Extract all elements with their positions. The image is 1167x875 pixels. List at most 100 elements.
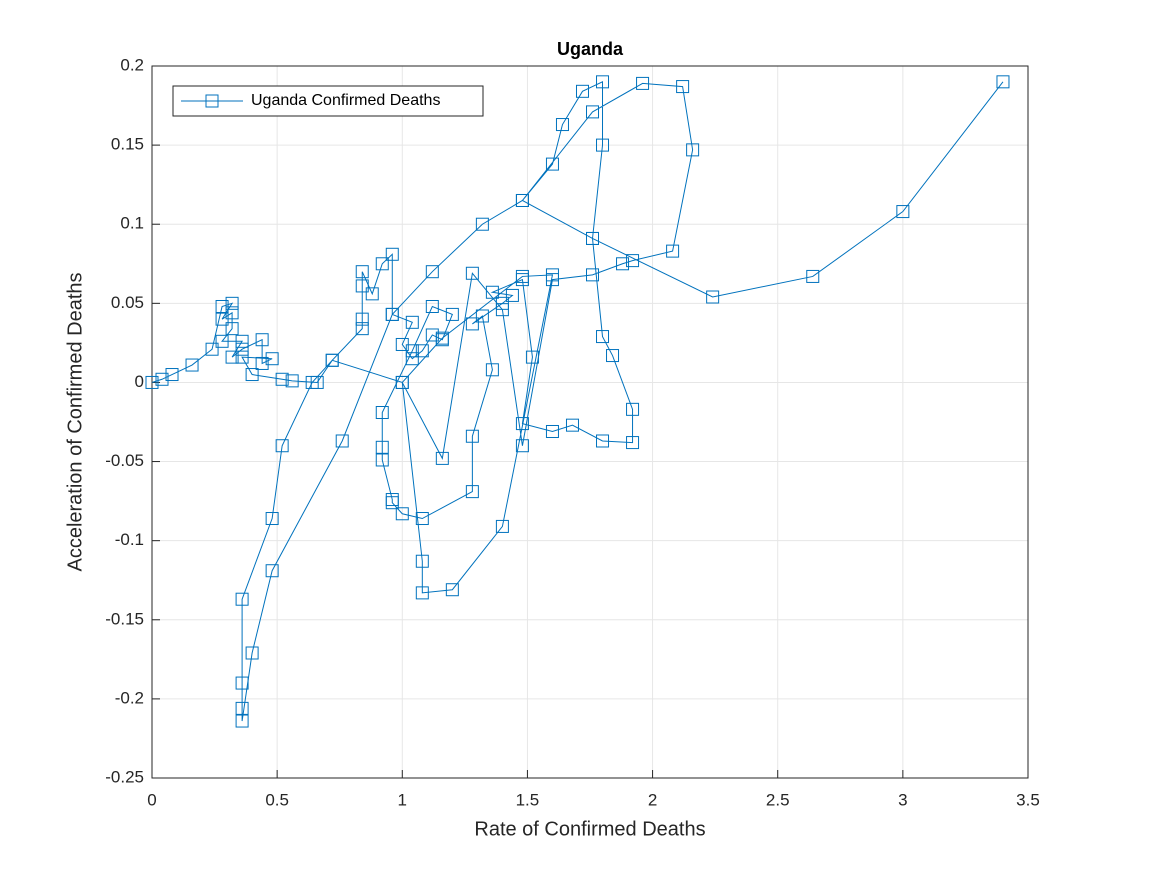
data-point	[676, 80, 690, 94]
data-point	[806, 269, 820, 283]
data-point	[145, 375, 159, 389]
data-point	[425, 265, 439, 279]
data-point	[545, 157, 559, 171]
data-point	[245, 368, 259, 382]
data-point	[355, 265, 369, 279]
data-point	[626, 402, 640, 416]
data-point	[545, 273, 559, 287]
data-point	[465, 317, 479, 331]
data-point	[275, 439, 289, 453]
y-tick-label: 0.05	[111, 293, 144, 312]
data-point	[415, 554, 429, 568]
data-point	[355, 279, 369, 293]
data-point	[445, 307, 459, 321]
x-tick-label: 1.5	[516, 790, 540, 809]
y-tick-label: -0.25	[105, 767, 144, 786]
data-point	[225, 296, 239, 310]
x-tick-label: 1	[398, 790, 407, 809]
data-point	[255, 333, 269, 347]
data-point	[415, 512, 429, 526]
legend-marker	[205, 94, 219, 108]
data-point	[495, 519, 509, 533]
y-tick-label: -0.15	[105, 609, 144, 628]
data-point	[155, 372, 169, 386]
data-point	[285, 374, 299, 388]
legend-label: Uganda Confirmed Deaths	[251, 92, 440, 109]
x-tick-label: 3.5	[1016, 790, 1040, 809]
data-point	[586, 105, 600, 119]
data-point	[515, 193, 529, 207]
data-point	[596, 434, 610, 448]
data-point	[545, 424, 559, 438]
data-point	[375, 257, 389, 271]
data-line	[151, 81, 1004, 722]
data-point	[465, 429, 479, 443]
data-point	[485, 285, 499, 299]
data-point	[235, 714, 249, 728]
data-point	[405, 315, 419, 329]
y-tick-label: 0	[135, 372, 144, 391]
data-point	[255, 356, 269, 370]
data-point	[575, 84, 589, 98]
data-point	[465, 485, 479, 499]
data-point	[225, 322, 239, 336]
data-point	[415, 586, 429, 600]
data-point	[355, 322, 369, 336]
axes-box	[151, 65, 1029, 779]
x-tick-label: 0	[147, 790, 156, 809]
data-point	[616, 257, 630, 271]
data-point	[596, 138, 610, 152]
data-point	[235, 701, 249, 715]
data-point	[365, 287, 379, 301]
data-point	[355, 312, 369, 326]
chart-title: Uganda	[557, 39, 624, 59]
y-tick-label: -0.1	[115, 530, 144, 549]
data-point	[205, 342, 219, 356]
data-point	[405, 344, 419, 358]
y-tick-label: 0.15	[111, 135, 144, 154]
y-tick-label: -0.05	[105, 451, 144, 470]
data-point	[465, 266, 479, 280]
data-point	[375, 453, 389, 467]
data-point	[265, 564, 279, 578]
y-tick-label: -0.2	[115, 688, 144, 707]
data-point	[425, 328, 439, 342]
data-point	[225, 350, 239, 364]
data-point	[565, 418, 579, 432]
data-point	[235, 350, 249, 364]
data-point	[555, 118, 569, 132]
data-point	[445, 583, 459, 597]
data-point	[265, 352, 279, 366]
x-tick-label: 3	[898, 790, 907, 809]
data-point	[596, 75, 610, 89]
data-point	[706, 290, 720, 304]
data-point	[475, 309, 489, 323]
data-point	[275, 372, 289, 386]
data-point	[375, 440, 389, 454]
data-point	[996, 75, 1010, 89]
y-axis-label: Acceleration of Confirmed Deaths	[64, 272, 86, 571]
data-point	[495, 303, 509, 317]
data-point	[896, 205, 910, 219]
data-point	[435, 331, 449, 345]
x-axis-label: Rate of Confirmed Deaths	[474, 818, 705, 840]
data-point	[395, 507, 409, 521]
data-point	[215, 334, 229, 348]
data-point	[686, 143, 700, 157]
data-point	[405, 352, 419, 366]
data-point	[305, 375, 319, 389]
data-point	[395, 375, 409, 389]
data-point	[515, 417, 529, 431]
data-point	[475, 217, 489, 231]
data-point	[415, 344, 429, 358]
data-point	[245, 646, 259, 660]
data-point	[235, 592, 249, 606]
data-point	[385, 496, 399, 510]
x-tick-label: 2.5	[766, 790, 790, 809]
data-point	[515, 439, 529, 453]
data-point	[335, 434, 349, 448]
data-point	[515, 269, 529, 283]
data-point	[626, 436, 640, 450]
data-point	[235, 342, 249, 356]
